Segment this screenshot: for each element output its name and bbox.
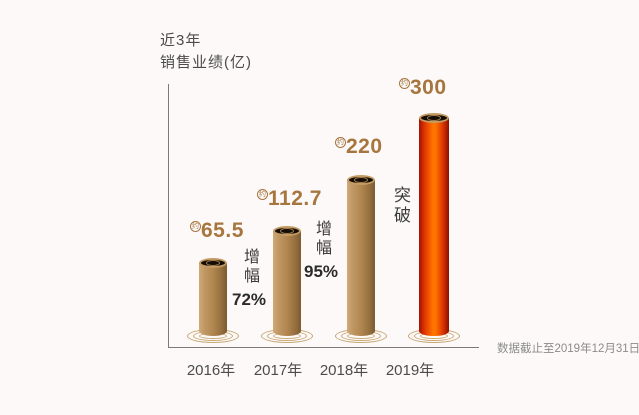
value-2018: 220	[346, 135, 383, 158]
approx-badge-icon: 约	[257, 189, 268, 200]
growth-2018-label: 增幅	[313, 220, 330, 258]
value-2019: 300	[410, 76, 447, 99]
value-label-2019: 约 300	[399, 77, 447, 98]
bar-2019-cap	[419, 113, 449, 123]
breakthrough-label: 突破	[391, 186, 410, 226]
approx-badge-icon: 约	[335, 137, 346, 148]
value-2016: 65.5	[201, 219, 244, 242]
value-2017: 112.7	[268, 187, 322, 210]
chart-title-line1: 近3年	[160, 32, 202, 49]
growth-2017-label: 增幅	[241, 248, 258, 286]
bar-2016	[199, 258, 227, 336]
bar-2018-body	[347, 180, 375, 336]
growth-2017-percent: 72%	[231, 290, 267, 309]
bar-2018	[347, 175, 375, 336]
chart-title-line2: 销售业绩(亿)	[160, 54, 252, 71]
approx-badge-icon: 约	[399, 78, 410, 89]
x-axis-label-2016: 2016年	[186, 362, 236, 379]
x-axis-label-2019: 2019年	[385, 362, 435, 379]
growth-2018-percent: 95%	[303, 262, 339, 281]
value-label-2016: 约 65.5	[190, 220, 244, 241]
bar-2017-cap	[273, 226, 301, 236]
bar-2019	[419, 113, 449, 336]
bar-2016-cap	[199, 258, 227, 268]
axis-frame	[168, 84, 479, 348]
bar-2016-body	[199, 263, 227, 336]
growth-2017: 增幅 72%	[229, 248, 269, 310]
value-label-2017: 约 112.7	[257, 188, 322, 209]
x-axis-label-2017: 2017年	[253, 362, 303, 379]
bar-2017	[273, 226, 301, 336]
bar-2017-body	[273, 231, 301, 336]
growth-2018: 增幅 95%	[301, 220, 341, 282]
bar-2018-cap	[347, 175, 375, 185]
approx-badge-icon: 约	[190, 221, 201, 232]
x-axis-label-2018: 2018年	[319, 362, 369, 379]
value-label-2018: 约 220	[335, 136, 383, 157]
bar-2019-body	[419, 118, 449, 336]
data-note: 数据截止至2019年12月31日	[497, 343, 639, 355]
chart-title: 近3年 销售业绩(亿)	[160, 30, 252, 74]
